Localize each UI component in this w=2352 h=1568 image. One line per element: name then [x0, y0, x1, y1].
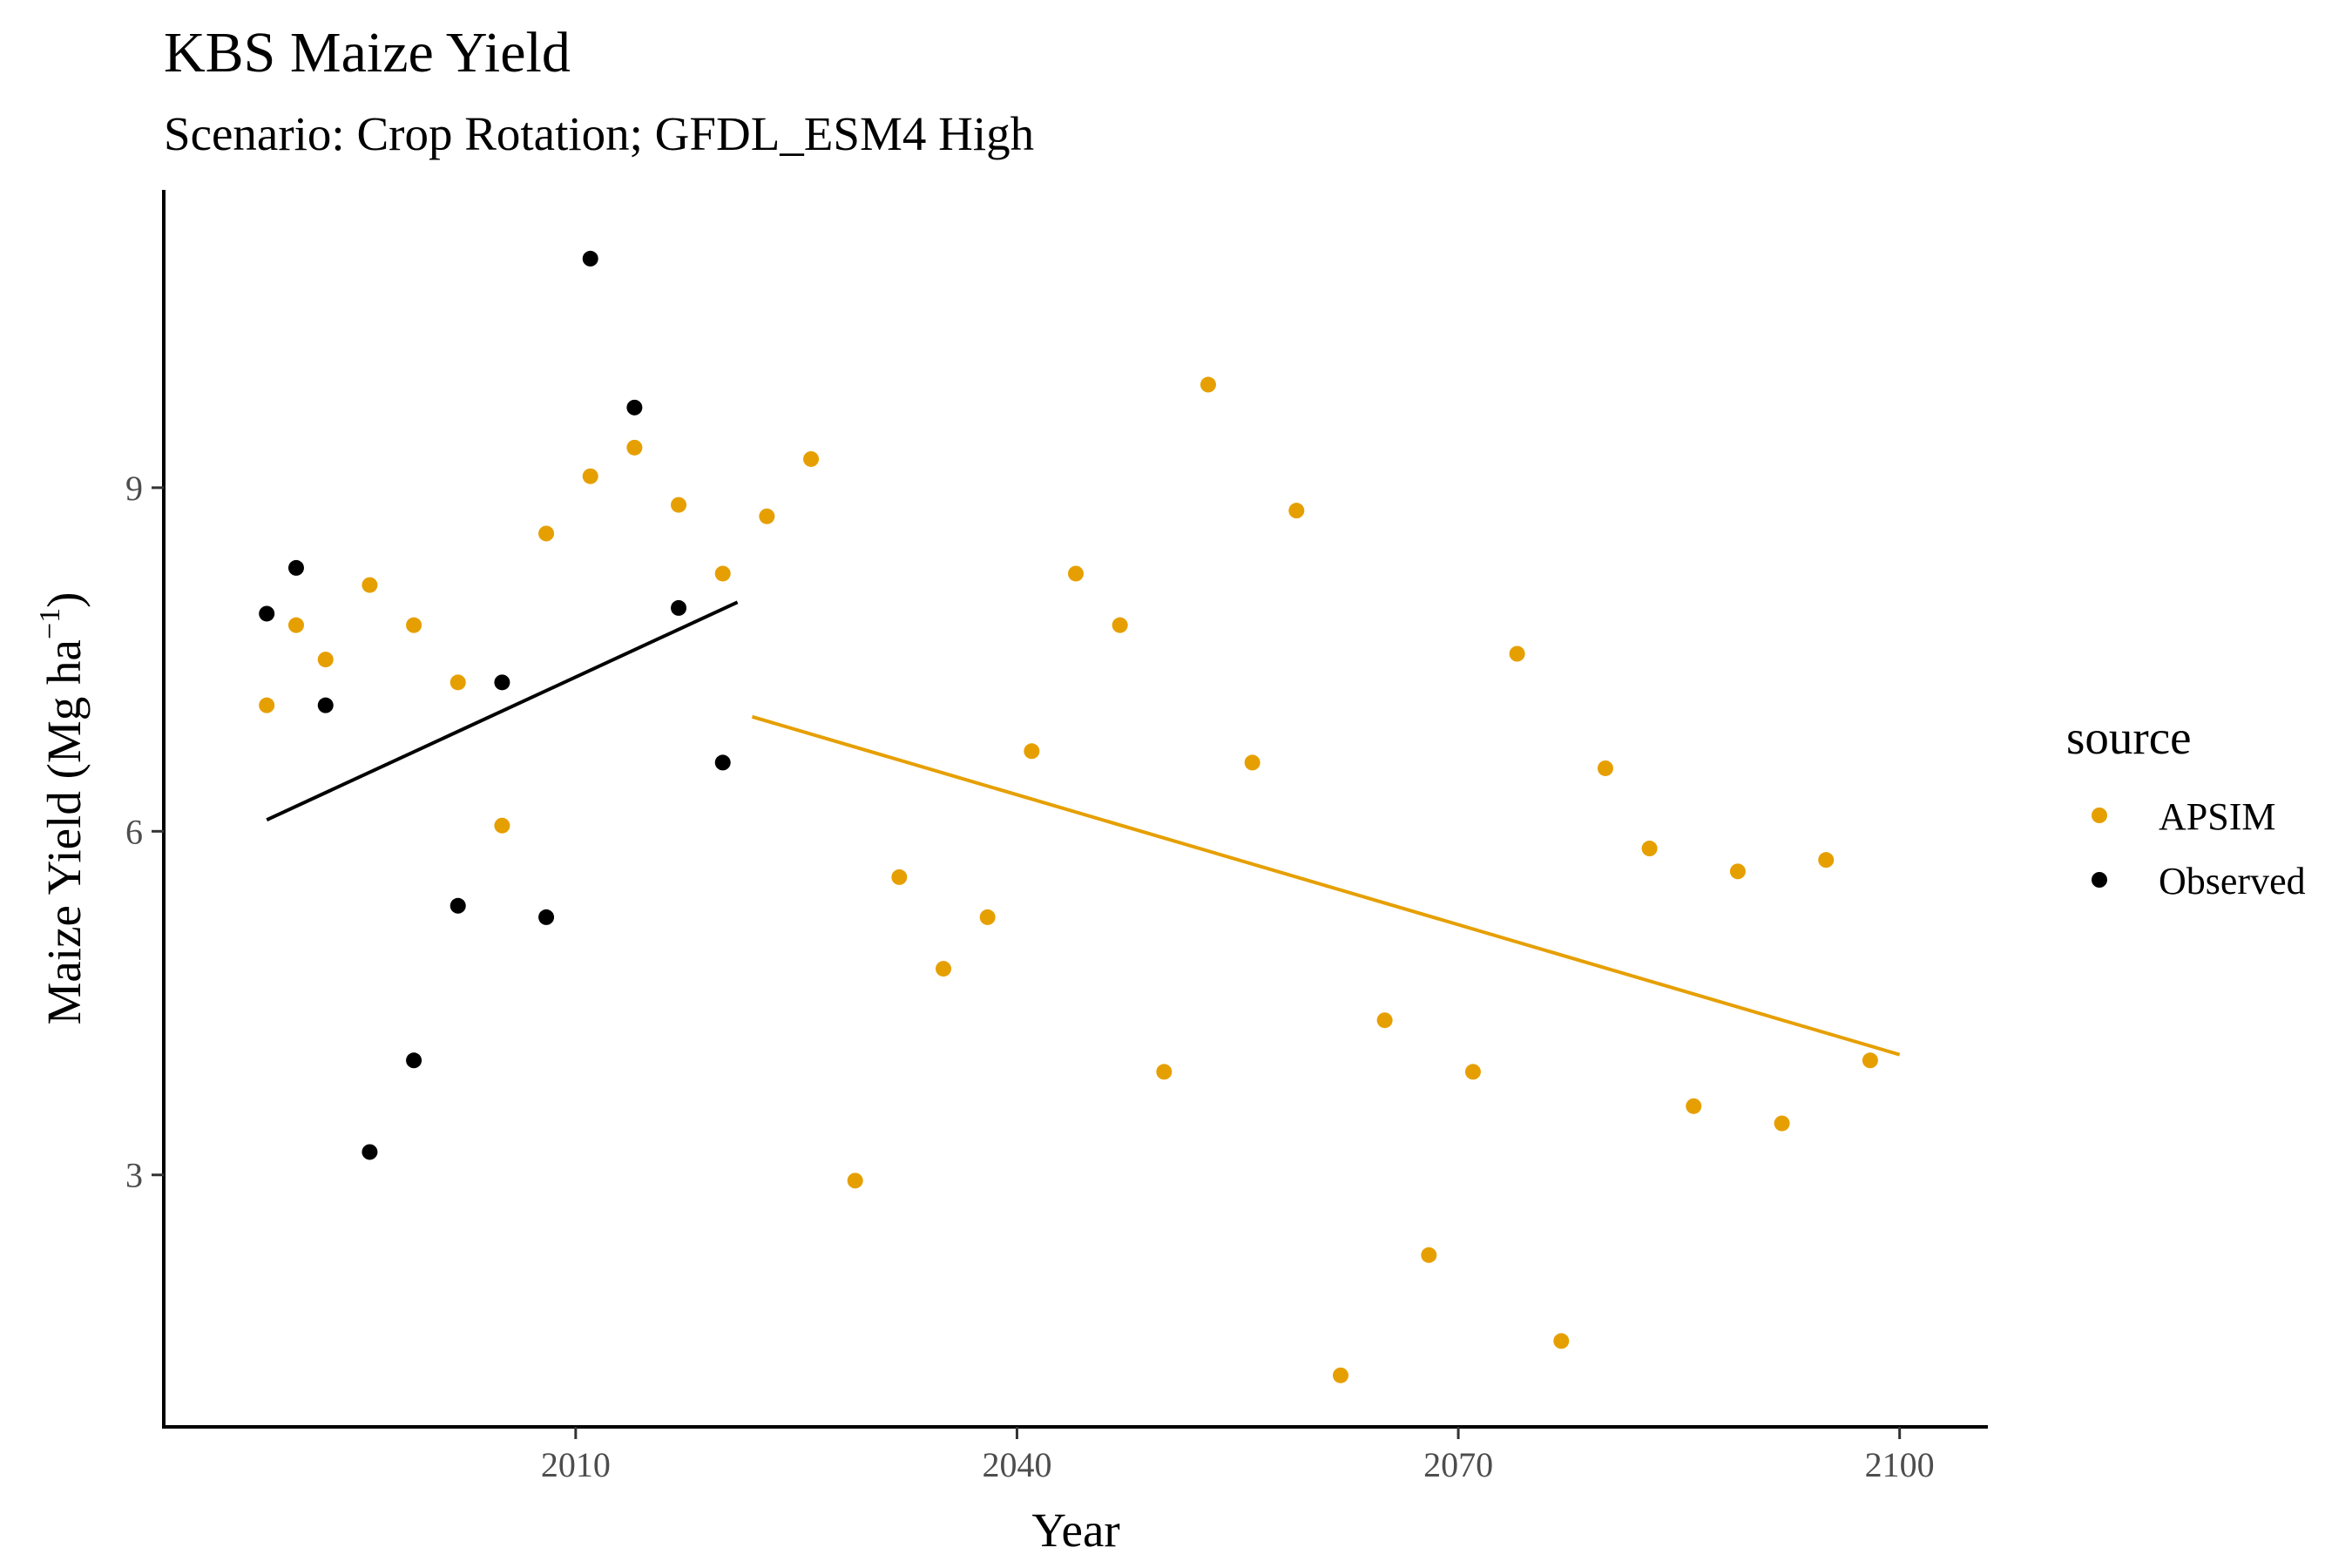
point-apsim-11 [714, 565, 731, 582]
point-observed-2 [317, 697, 334, 713]
y-axis-title-sup: −1 [34, 608, 66, 639]
x-tick-label-2100: 2100 [1865, 1445, 1935, 1484]
y-tick-label-6: 6 [125, 812, 143, 851]
point-apsim-26 [1376, 1012, 1393, 1029]
point-apsim-7 [538, 525, 555, 542]
point-apsim-21 [1156, 1064, 1173, 1080]
point-apsim-19 [1068, 565, 1084, 582]
point-apsim-24 [1288, 503, 1305, 519]
legend-key-observed [2092, 872, 2107, 888]
point-apsim-22 [1200, 376, 1216, 393]
point-apsim-3 [362, 577, 378, 593]
point-apsim-37 [1862, 1052, 1878, 1069]
point-apsim-12 [759, 508, 775, 524]
point-apsim-5 [449, 674, 466, 691]
legend: source APSIM Observed [2066, 711, 2306, 902]
trend-line-apsim [751, 714, 1901, 1057]
point-observed-8 [582, 250, 598, 267]
point-observed-1 [287, 559, 304, 576]
x-tick-label-2010: 2010 [541, 1445, 611, 1484]
point-apsim-28 [1464, 1064, 1481, 1080]
point-apsim-36 [1818, 852, 1835, 868]
point-apsim-31 [1597, 760, 1613, 776]
point-apsim-9 [626, 439, 643, 456]
point-apsim-30 [1553, 1333, 1570, 1349]
point-observed-7 [538, 909, 555, 925]
point-apsim-32 [1641, 841, 1658, 857]
point-apsim-29 [1509, 645, 1525, 662]
legend-key-apsim [2092, 808, 2107, 823]
point-apsim-20 [1112, 617, 1128, 633]
point-observed-0 [259, 605, 275, 622]
point-observed-9 [626, 399, 643, 416]
point-apsim-25 [1332, 1367, 1348, 1383]
axis-ticks: 2010 2040 2070 2100 3 6 9 [125, 469, 1935, 1484]
point-observed-10 [671, 599, 687, 616]
point-apsim-10 [671, 497, 687, 513]
point-apsim-14 [847, 1173, 863, 1189]
point-observed-5 [449, 897, 466, 914]
trend-line-observed [266, 600, 739, 821]
y-tick-label-9: 9 [125, 469, 143, 508]
point-apsim-15 [891, 868, 908, 885]
legend-label-apsim: APSIM [2159, 795, 2276, 838]
y-axis-title: Maize Yield (Mg ha−1) [34, 592, 91, 1025]
axes [162, 190, 1988, 1429]
y-axis-title-main: Maize Yield (Mg ha [37, 639, 91, 1024]
legend-title: source [2066, 711, 2192, 764]
point-apsim-16 [936, 961, 952, 977]
chart-title: KBS Maize Yield [164, 21, 571, 84]
point-apsim-4 [406, 617, 422, 633]
point-apsim-0 [259, 697, 275, 713]
point-apsim-35 [1774, 1115, 1790, 1132]
chart-subtitle: Scenario: Crop Rotation; GFDL_ESM4 High [164, 107, 1034, 160]
point-observed-11 [714, 754, 731, 771]
point-apsim-18 [1024, 743, 1040, 760]
point-apsim-6 [494, 817, 510, 834]
point-observed-6 [494, 674, 510, 691]
x-tick-label-2070: 2070 [1423, 1445, 1493, 1484]
point-observed-3 [362, 1144, 378, 1160]
y-axis-title-close: ) [37, 592, 91, 608]
point-apsim-13 [803, 450, 820, 467]
point-apsim-23 [1244, 754, 1260, 771]
x-tick-label-2040: 2040 [982, 1445, 1051, 1484]
x-axis-title: Year [1031, 1504, 1119, 1557]
point-apsim-2 [317, 652, 334, 668]
point-apsim-27 [1421, 1247, 1437, 1263]
point-apsim-17 [979, 909, 996, 925]
point-observed-4 [406, 1052, 422, 1069]
y-tick-label-3: 3 [125, 1156, 143, 1195]
point-apsim-1 [287, 617, 304, 633]
point-apsim-34 [1729, 863, 1746, 880]
legend-label-observed: Observed [2159, 860, 2306, 902]
plot-area [259, 250, 1901, 1383]
point-apsim-8 [582, 468, 598, 484]
point-apsim-33 [1686, 1098, 1702, 1114]
